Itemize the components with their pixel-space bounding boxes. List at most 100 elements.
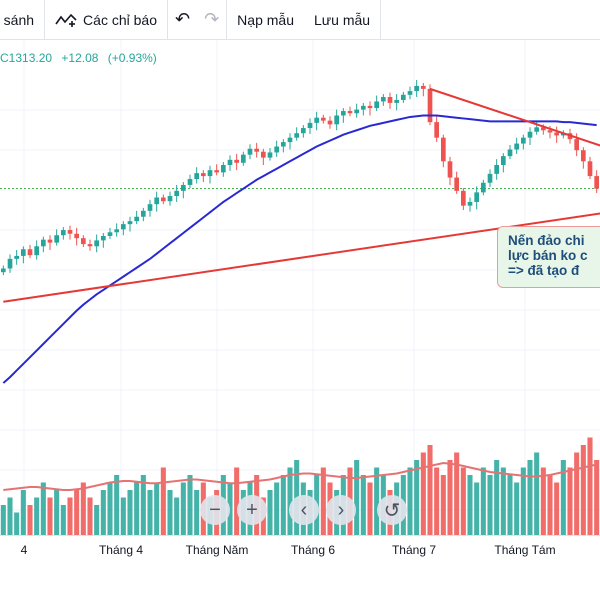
volume-bar: [87, 497, 93, 535]
moving-average-line: [2, 114, 597, 384]
candle-body: [7, 258, 13, 269]
price-chart[interactable]: [0, 40, 600, 535]
candle-body: [201, 173, 206, 177]
volume-bar: [174, 497, 180, 535]
candle-body: [534, 127, 539, 132]
compare-button[interactable]: o sánh: [0, 0, 44, 40]
volume-bar: [367, 482, 373, 535]
candle-body: [267, 152, 273, 158]
volume-bar: [414, 460, 420, 535]
candle-body: [141, 210, 146, 217]
candle-body: [1, 268, 6, 273]
reset-chart-button[interactable]: ↺: [377, 495, 407, 525]
volume-bar: [534, 452, 540, 535]
volume-bar: [227, 482, 233, 535]
undo-icon: ↶: [174, 9, 191, 29]
candle-body: [307, 122, 313, 129]
candle-body: [481, 182, 486, 193]
volume-bar: [507, 475, 513, 535]
candle-body: [321, 117, 326, 121]
x-tick-label: Tháng 4: [98, 543, 144, 557]
chevron-left-icon: ‹: [300, 498, 308, 521]
volume-bar: [374, 467, 380, 535]
x-tick-label: Tháng 7: [391, 543, 437, 557]
candle-body: [421, 85, 426, 89]
volume-bar: [554, 482, 560, 535]
volume-bar: [120, 497, 126, 535]
scroll-right-button[interactable]: ›: [326, 495, 356, 525]
candle-body: [387, 97, 393, 103]
volume-bar: [474, 482, 480, 535]
candle-body: [454, 177, 459, 191]
volume-bar: [487, 475, 493, 535]
candle-body: [94, 240, 99, 247]
volume-bar: [527, 460, 533, 535]
time-axis[interactable]: 4 Tháng 4 Tháng Năm Tháng 6 Tháng 7 Thán…: [0, 535, 600, 561]
volume-bar: [440, 475, 446, 535]
volume-bar: [320, 467, 326, 535]
candle-body: [561, 133, 566, 136]
volume-bar: [354, 460, 360, 535]
candle-body: [581, 150, 586, 162]
scroll-left-button[interactable]: ‹: [289, 495, 319, 525]
volume-bar: [160, 467, 166, 535]
candle-body: [14, 255, 19, 259]
candle-body: [34, 246, 39, 256]
minus-icon: −: [209, 498, 221, 521]
top-toolbar: o sánh Các chỉ báo ↶ ↷ Nạp mẫu Lưu mẫu: [0, 0, 600, 40]
candle-body: [514, 143, 519, 150]
candle-body: [374, 101, 379, 109]
volume-bar: [94, 505, 100, 535]
candle-body: [207, 170, 213, 177]
indicators-button[interactable]: Các chỉ báo: [45, 0, 167, 40]
candle-body: [281, 142, 286, 147]
candle-body: [21, 249, 26, 256]
candle-body: [447, 161, 453, 178]
volume-bar: [547, 475, 553, 535]
load-template-button[interactable]: Nạp mẫu: [227, 0, 304, 40]
x-tick-label: Tháng 6: [290, 543, 336, 557]
candle-body: [341, 111, 346, 116]
candle-body: [501, 156, 506, 165]
volume-bar: [80, 482, 86, 535]
volume-bar: [74, 490, 80, 535]
toolbar-divider: [226, 0, 228, 40]
volume-bar: [500, 467, 506, 535]
volume-bar: [274, 482, 280, 535]
annotation-line: => đã tạo đ: [508, 263, 580, 278]
x-tick-label: Tháng Năm: [185, 543, 249, 557]
redo-button[interactable]: ↷: [197, 0, 226, 40]
save-template-button[interactable]: Lưu mẫu: [304, 0, 380, 40]
reset-icon: ↺: [383, 499, 401, 522]
zoom-in-button[interactable]: +: [237, 495, 267, 525]
candle-body: [161, 197, 166, 202]
volume-ma-line: [3, 461, 597, 491]
volume-bar: [127, 490, 133, 535]
undo-button[interactable]: ↶: [168, 0, 197, 40]
volume-bar: [14, 512, 20, 535]
candle-body: [101, 235, 106, 241]
volume-bar: [520, 467, 526, 535]
chart-navigation-bar: − + ‹ › ↺: [0, 495, 600, 529]
volume-bar: [140, 475, 146, 535]
candle-body: [87, 244, 93, 247]
candle-body: [54, 235, 59, 243]
candle-body: [547, 130, 553, 133]
volume-bar: [540, 467, 546, 535]
volume-bar: [420, 452, 426, 535]
candle-body: [114, 229, 119, 233]
candle-body: [174, 190, 179, 197]
volume-bar: [154, 482, 160, 535]
indicators-label: Các chỉ báo: [83, 11, 157, 28]
candle-body: [67, 230, 73, 234]
candle-body: [234, 159, 239, 163]
candle-body: [41, 239, 46, 247]
save-template-label: Lưu mẫu: [313, 11, 371, 28]
candle-body: [427, 88, 433, 123]
zoom-out-button[interactable]: −: [200, 495, 230, 525]
candle-body: [181, 184, 186, 191]
toolbar-divider: [380, 0, 382, 40]
redo-icon: ↷: [204, 9, 220, 29]
annotation-callout[interactable]: Nến đảo chi lực bán ko c => đã tạo đ: [497, 226, 600, 288]
volume-bar: [574, 452, 580, 535]
